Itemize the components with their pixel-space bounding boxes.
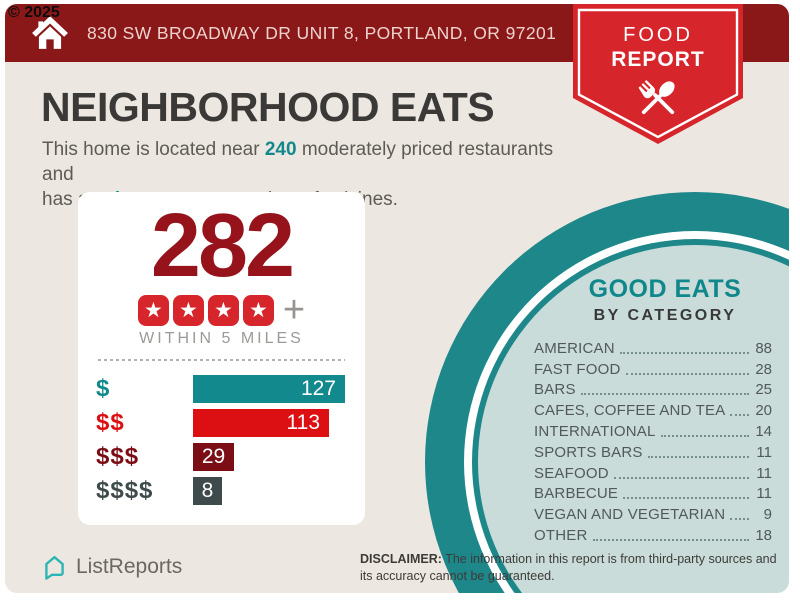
category-value: 25 — [755, 381, 772, 399]
category-list: AMERICAN 88 FAST FOOD 28 BARS 25 CAFES, COFFEE… — [534, 336, 772, 544]
category-label: FAST FOOD — [534, 360, 621, 378]
dotted-leader — [580, 393, 749, 396]
good-eats-title: GOOD EATS — [588, 275, 742, 303]
price-tier-row: $127 — [96, 375, 347, 403]
disclaimer: DISCLAIMER: The information in this repo… — [360, 551, 788, 584]
price-tier-row: $$$ 29 — [96, 443, 347, 471]
category-value: 20 — [755, 402, 772, 420]
category-value: 11 — [756, 443, 772, 461]
price-tier-label: $$$ — [96, 443, 140, 470]
page-title: NEIGHBORHOOD EATS — [41, 84, 495, 130]
dotted-leader — [660, 434, 749, 437]
category-row: AMERICAN 88 — [534, 336, 772, 357]
category-row: FAST FOOD 28 — [534, 357, 772, 378]
home-icon — [31, 15, 69, 56]
dotted-leader — [730, 414, 749, 417]
category-label: VEGAN AND VEGETARIAN — [534, 506, 726, 524]
good-eats-subtitle: BY CATEGORY — [593, 307, 737, 324]
price-bars: $127 $$ 113 $$$ 29 $$$$ 8 — [96, 375, 347, 505]
radius-label: WITHIN 5 MILES — [139, 330, 304, 347]
disclaimer-text: The information in this report is from t… — [360, 552, 777, 583]
total-count: 282 — [150, 196, 295, 296]
star-icon: ★ — [172, 294, 204, 326]
dotted-leader — [592, 538, 749, 541]
dotted-leader — [613, 476, 749, 479]
category-row: BARS 25 — [534, 378, 772, 399]
category-label: INTERNATIONAL — [534, 422, 656, 440]
star-icon: ★ — [137, 294, 169, 326]
star-icon: ★ — [207, 294, 239, 326]
badge-report-label: REPORT — [611, 48, 705, 71]
category-label: SPORTS BARS — [534, 443, 643, 461]
price-tier-value: 127 — [300, 377, 336, 400]
good-eats-heading: GOOD EATS BY CATEGORY — [505, 275, 789, 325]
category-label: SEAFOOD — [534, 464, 609, 482]
category-label: BARBECUE — [534, 485, 619, 503]
restaurant-count-highlight: 240 — [264, 139, 297, 160]
disclaimer-label: DISCLAIMER: — [360, 552, 442, 566]
badge-food-label: FOOD — [623, 24, 693, 46]
dotted-leader — [623, 497, 749, 500]
badge-ribbon — [573, 4, 743, 144]
report-canvas: 830 SW BROADWAY DR UNIT 8, PORTLAND, OR … — [5, 4, 789, 593]
category-row: CAFES, COFFEE AND TEA 20 — [534, 398, 772, 419]
property-address: 830 SW BROADWAY DR UNIT 8, PORTLAND, OR … — [87, 22, 557, 43]
price-tier-value: 8 — [201, 479, 214, 502]
dotted-leader — [730, 518, 749, 521]
category-label: CAFES, COFFEE AND TEA — [534, 402, 726, 420]
category-value: 14 — [755, 422, 772, 440]
price-tier-value: 113 — [286, 411, 320, 434]
category-row: VEGAN AND VEGETARIAN 9 — [534, 502, 772, 523]
category-label: OTHER — [534, 526, 588, 544]
price-tier-bar: 113 — [193, 409, 329, 437]
listreports-icon — [45, 555, 64, 580]
price-tier-label: $ — [96, 375, 111, 402]
summary-card: 282 ★ ★ ★ ★ + WITHIN 5 MILES $127 $$ 113 $$$ 29 $… — [78, 192, 365, 525]
price-tier-value: 29 — [201, 445, 226, 468]
price-tier-label: $$$$ — [96, 477, 154, 504]
category-value: 88 — [755, 339, 772, 357]
category-row: SEAFOOD 11 — [534, 461, 772, 482]
dotted-leader — [625, 372, 749, 375]
brand-name: ListReports — [76, 554, 183, 578]
utensils-icon — [573, 74, 743, 126]
category-row: SPORTS BARS 11 — [534, 440, 772, 461]
category-row: BARBECUE 11 — [534, 482, 772, 503]
category-value: 11 — [756, 485, 772, 503]
category-label: BARS — [534, 381, 576, 399]
category-label: AMERICAN — [534, 339, 615, 357]
intro-line-1: This home is located near 240 moderately… — [42, 139, 554, 185]
category-value: 28 — [755, 360, 772, 378]
category-value: 11 — [756, 464, 772, 482]
price-tier-row: $$$$ 8 — [96, 477, 347, 505]
food-report-badge: FOOD REPORT — [573, 4, 743, 146]
price-tier-row: $$ 113 — [96, 409, 347, 437]
dotted-leader — [647, 455, 749, 458]
dashed-divider — [98, 359, 345, 361]
star-rating: ★ ★ ★ ★ + — [96, 289, 347, 331]
category-value: 18 — [755, 526, 772, 544]
dotted-leader — [619, 351, 749, 354]
price-tier-bar: 29 — [193, 443, 234, 471]
price-tier-bar: 127 — [193, 375, 345, 403]
category-value: 9 — [763, 506, 772, 524]
badge-content: FOOD REPORT — [573, 4, 743, 126]
price-tier-label: $$ — [96, 409, 125, 436]
brand-logo: ListReports — [41, 553, 182, 580]
plus-sign: + — [282, 289, 306, 331]
category-row: OTHER 18 — [534, 523, 772, 544]
category-row: INTERNATIONAL 14 — [534, 419, 772, 440]
star-icon: ★ — [242, 294, 274, 326]
price-tier-bar: 8 — [193, 477, 222, 505]
copyright-stamp: © 2025 — [8, 4, 60, 21]
